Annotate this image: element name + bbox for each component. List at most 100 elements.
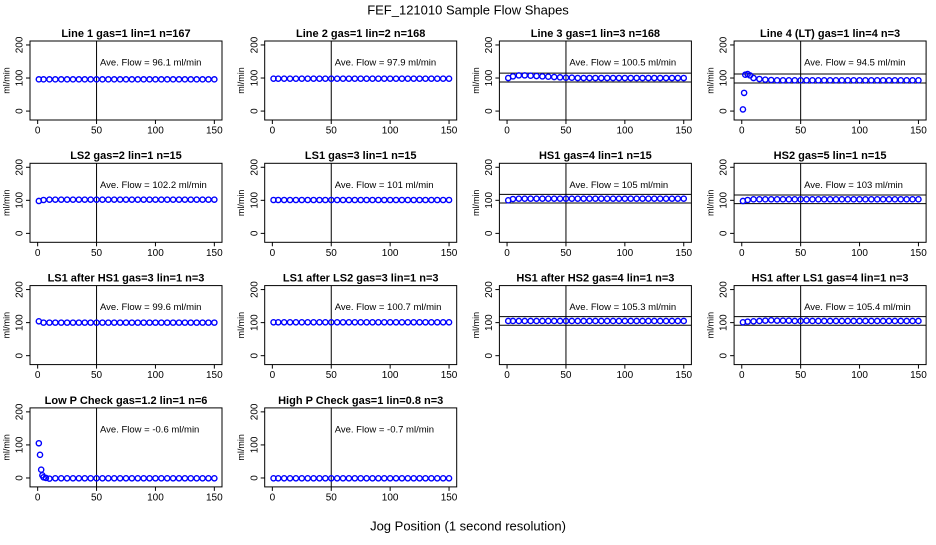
data-point	[603, 74, 611, 82]
panel-title: LS1 gas=3 lin=1 n=15	[305, 150, 417, 162]
data-point	[422, 75, 429, 82]
data-point	[298, 475, 306, 482]
data-point	[193, 319, 200, 326]
x-tick-label: 150	[675, 248, 692, 259]
y-axis-label: ml/min	[236, 67, 246, 94]
panel: Low P Check gas=1.2 lin=1 n=6 0 50 100 150 0 1…	[1, 395, 223, 504]
x-tick-label: 150	[206, 493, 223, 504]
data-point	[333, 196, 341, 204]
data-point	[380, 75, 388, 82]
data-point	[357, 75, 365, 82]
panel: LS1 after LS2 gas=3 lin=1 n=3 0 50 100 150 0 1…	[236, 273, 458, 382]
data-point	[42, 474, 50, 482]
data-point	[398, 318, 406, 326]
panel: Line 4 (LT) gas=1 lin=4 n=3 0 50 100 150 0 100…	[705, 28, 927, 137]
x-tick-label: 0	[270, 493, 276, 504]
data-point	[885, 196, 893, 203]
data-point	[57, 196, 65, 203]
data-point	[351, 196, 359, 204]
data-point	[809, 77, 816, 84]
x-tick-label: 50	[795, 370, 807, 381]
data-point	[116, 196, 124, 203]
data-point	[445, 196, 453, 204]
data-point	[398, 75, 406, 82]
x-tick-label: 150	[206, 126, 223, 137]
data-point	[345, 196, 353, 204]
data-point	[556, 195, 564, 202]
x-tick-label: 0	[739, 248, 745, 259]
data-point	[392, 475, 400, 482]
data-point	[539, 195, 546, 202]
data-point	[850, 77, 857, 84]
data-point	[909, 317, 916, 325]
data-point	[110, 196, 118, 203]
data-point	[175, 196, 183, 203]
data-point	[662, 74, 670, 82]
data-point	[791, 196, 799, 203]
plot-frame	[733, 162, 927, 243]
data-point	[815, 196, 822, 203]
y-tick-label: 200	[249, 36, 260, 53]
data-point	[879, 196, 887, 203]
data-point	[826, 196, 834, 203]
data-point	[380, 196, 388, 204]
data-point	[574, 74, 582, 82]
data-point	[105, 196, 112, 203]
data-point	[820, 77, 828, 84]
y-tick-label: 0	[249, 108, 260, 114]
plot-frame	[264, 162, 458, 243]
data-point	[897, 317, 905, 325]
data-point	[333, 75, 341, 82]
data-point	[280, 75, 288, 82]
data-point	[915, 196, 922, 203]
data-point	[903, 196, 910, 203]
data-point	[762, 76, 769, 83]
data-point	[856, 196, 863, 203]
y-tick-label: 0	[15, 352, 26, 358]
data-point	[404, 75, 412, 82]
data-point	[803, 317, 810, 324]
data-point	[844, 196, 852, 203]
plot-frame	[29, 407, 223, 488]
x-tick-label: 150	[910, 248, 927, 259]
y-tick-label: 200	[15, 158, 26, 175]
x-tick-label: 0	[35, 493, 41, 504]
data-point	[680, 74, 688, 82]
y-tick-label: 0	[249, 352, 260, 358]
data-point	[63, 196, 71, 203]
data-point	[815, 77, 822, 84]
data-point	[392, 196, 400, 204]
x-tick-label: 50	[560, 126, 572, 137]
data-point	[803, 77, 810, 84]
data-point	[597, 195, 605, 202]
data-point	[351, 75, 359, 82]
data-point	[779, 196, 787, 203]
data-point	[791, 317, 799, 325]
data-point	[815, 317, 822, 325]
x-tick-label: 150	[441, 370, 458, 381]
data-point	[81, 76, 89, 83]
data-point	[609, 74, 617, 82]
data-point	[363, 318, 370, 326]
y-axis-label: ml/min	[1, 190, 11, 217]
data-point	[521, 317, 529, 325]
x-tick-label: 100	[617, 248, 634, 259]
data-point	[339, 318, 347, 326]
y-tick-label: 100	[484, 314, 495, 331]
data-point	[773, 196, 781, 203]
data-point	[668, 74, 676, 82]
data-point	[110, 319, 118, 326]
figure-title: FEF_121010 Sample Flow Shapes	[367, 2, 569, 17]
data-point	[110, 475, 118, 482]
data-point	[211, 76, 218, 83]
data-point	[75, 475, 83, 482]
data-point	[586, 317, 593, 325]
y-tick-label: 100	[249, 69, 260, 86]
panel-title: Line 2 gas=1 lin=2 n=168	[296, 28, 425, 40]
y-tick-label: 200	[719, 281, 730, 298]
y-tick-label: 200	[15, 281, 26, 298]
annotation: Ave. Flow = 101 ml/min	[335, 180, 434, 191]
annotation: Ave. Flow = -0.7 ml/min	[335, 424, 434, 435]
y-axis-label: ml/min	[471, 312, 481, 339]
data-point	[316, 75, 323, 82]
